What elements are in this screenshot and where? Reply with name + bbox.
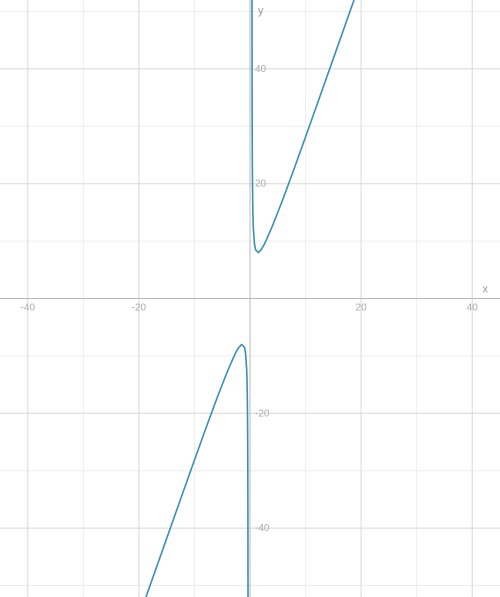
y-tick-label: -20 [255, 408, 270, 419]
y-tick-label: 20 [255, 179, 267, 190]
y-tick-label: 40 [255, 64, 267, 75]
x-tick-label: 40 [467, 303, 479, 314]
function-plot: -40 -20 20 40 -40 -20 20 40 x y [0, 0, 500, 597]
x-tick-label: -40 [21, 303, 36, 314]
x-tick-label: 20 [356, 303, 368, 314]
chart-container: -40 -20 20 40 -40 -20 20 40 x y [0, 0, 500, 597]
x-tick-label: -20 [132, 303, 147, 314]
y-axis-label: y [258, 5, 264, 17]
x-axis-label: x [483, 284, 489, 296]
y-tick-label: -40 [255, 523, 270, 534]
